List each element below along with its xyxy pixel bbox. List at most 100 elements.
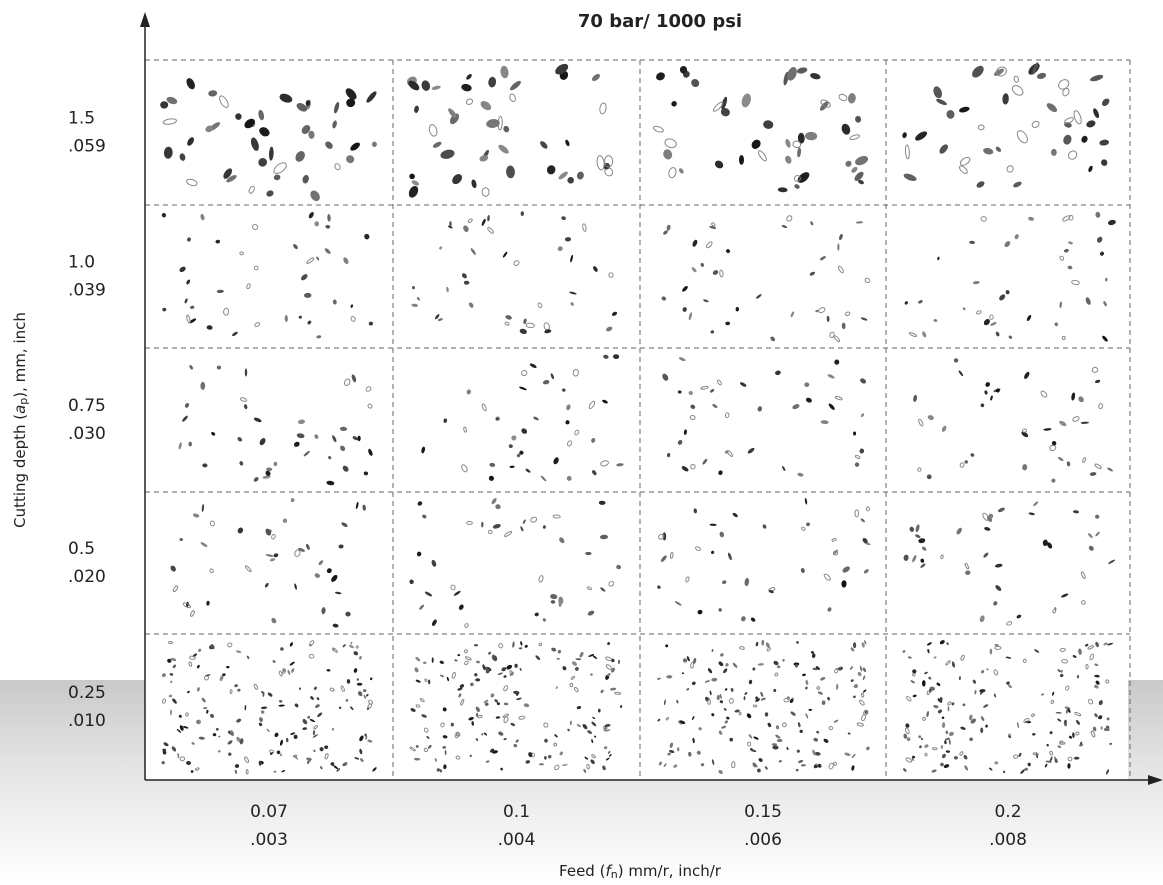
chip (1089, 472, 1097, 476)
chip (980, 403, 985, 408)
chip (500, 65, 509, 79)
chip (592, 470, 597, 476)
grid (145, 59, 1131, 780)
chip (428, 679, 431, 685)
chip (461, 273, 467, 279)
chip (714, 160, 724, 169)
chip (178, 714, 182, 718)
chip (1062, 215, 1071, 222)
chip (410, 708, 416, 712)
chip (969, 714, 973, 721)
chip (865, 506, 870, 512)
chip (363, 689, 367, 693)
chip (314, 573, 320, 578)
chip (502, 713, 510, 718)
chip (188, 441, 192, 447)
chip (470, 682, 474, 687)
chip (805, 680, 809, 685)
chip (853, 684, 858, 688)
chip (918, 735, 922, 739)
chip (236, 718, 242, 723)
chip (1059, 647, 1066, 652)
chip (808, 708, 813, 711)
chip (797, 147, 802, 158)
chip (521, 428, 528, 434)
chip (291, 668, 295, 673)
chip (710, 330, 715, 334)
chip (837, 265, 844, 274)
chip (513, 260, 520, 266)
chip (428, 124, 438, 137)
chip (351, 374, 357, 383)
chip (443, 764, 447, 770)
chip (520, 641, 523, 646)
chip (309, 640, 315, 646)
chip (600, 534, 608, 540)
chip (758, 758, 763, 762)
chip (253, 265, 259, 271)
chip (903, 733, 908, 739)
chip (683, 429, 688, 435)
chip (1061, 335, 1066, 341)
chip (712, 101, 724, 112)
chip (1051, 478, 1056, 483)
chip (828, 725, 834, 731)
chip (498, 643, 504, 649)
chip (1086, 120, 1096, 128)
chip (1103, 301, 1107, 307)
chip (359, 748, 363, 755)
chip (1016, 614, 1022, 619)
chip (259, 127, 270, 137)
chip (188, 655, 196, 660)
chip (800, 568, 805, 573)
chip (724, 412, 730, 419)
chip (210, 644, 215, 650)
chip (959, 462, 965, 468)
chip (721, 96, 728, 110)
chip (1040, 390, 1048, 398)
chip (342, 644, 346, 648)
chip (200, 542, 208, 548)
chip (711, 222, 716, 227)
chip (760, 697, 766, 701)
chip (688, 312, 693, 321)
chip (1096, 236, 1103, 243)
chip (1028, 512, 1035, 516)
chip (496, 702, 500, 706)
chip (416, 551, 422, 557)
chip (561, 216, 566, 221)
chip (1085, 663, 1089, 670)
chip (316, 256, 320, 261)
chip (682, 658, 688, 663)
chip (540, 475, 547, 482)
chip (584, 756, 589, 760)
chip (605, 757, 610, 761)
column-label-inch: .008 (989, 830, 1027, 850)
chip (566, 404, 571, 411)
chip (753, 762, 758, 768)
chip (503, 125, 510, 133)
chip (744, 577, 750, 587)
chip (1105, 679, 1110, 684)
chip (332, 623, 339, 628)
chip (820, 420, 829, 425)
chip (437, 318, 443, 322)
chip (285, 737, 289, 743)
chip (344, 378, 351, 387)
chip (544, 738, 548, 743)
chip (449, 221, 452, 227)
chip (657, 585, 661, 589)
chip (666, 453, 671, 458)
chip (1071, 392, 1076, 401)
chip (523, 703, 530, 708)
chip (495, 504, 501, 510)
chip (1008, 735, 1012, 739)
chip (314, 434, 319, 439)
chip (218, 735, 221, 738)
chip (858, 179, 864, 185)
chip (972, 280, 980, 285)
chip (607, 642, 611, 646)
chip (665, 716, 670, 721)
chip (591, 437, 596, 443)
chip (602, 765, 606, 771)
